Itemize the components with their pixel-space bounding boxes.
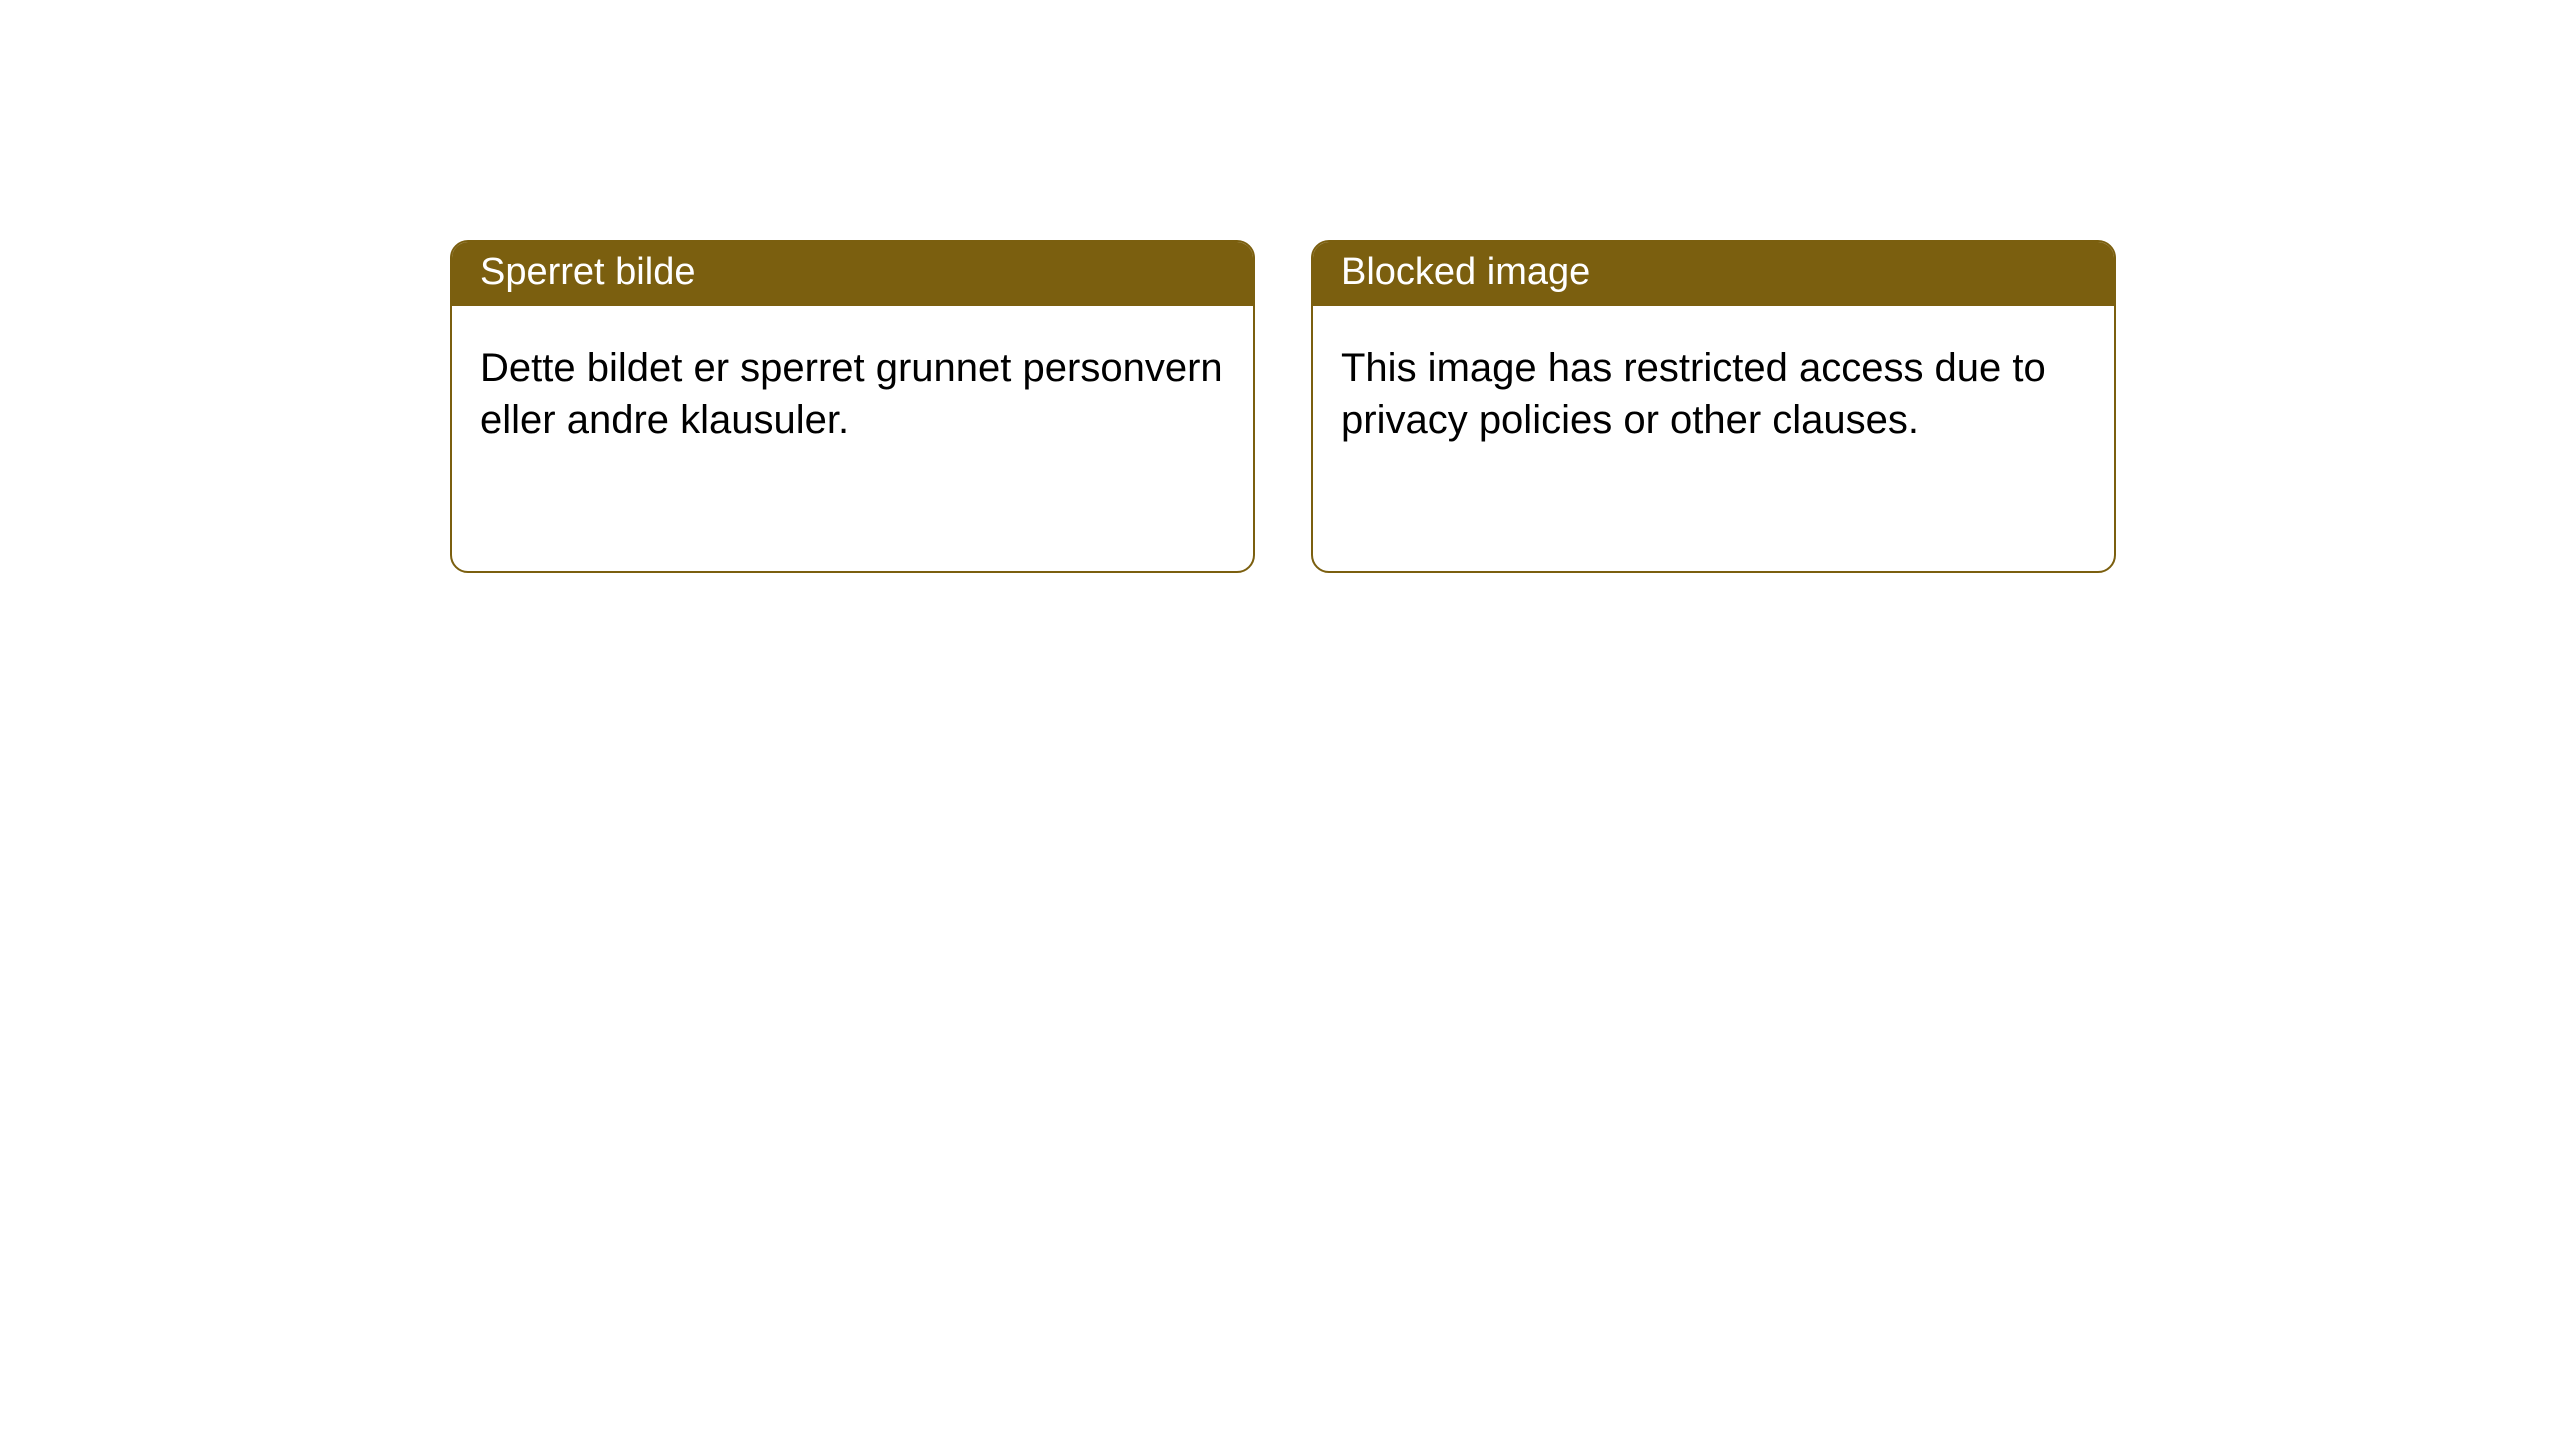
notice-header: Sperret bilde [452,242,1253,306]
notice-title: Sperret bilde [480,251,695,293]
notice-body: Dette bildet er sperret grunnet personve… [452,306,1253,474]
notice-text: This image has restricted access due to … [1341,346,2046,442]
notice-header: Blocked image [1313,242,2114,306]
notice-body: This image has restricted access due to … [1313,306,2114,474]
notice-title: Blocked image [1341,251,1590,293]
notice-container: Sperret bilde Dette bildet er sperret gr… [0,0,2560,573]
notice-card-norwegian: Sperret bilde Dette bildet er sperret gr… [450,240,1255,573]
notice-card-english: Blocked image This image has restricted … [1311,240,2116,573]
notice-text: Dette bildet er sperret grunnet personve… [480,346,1223,442]
